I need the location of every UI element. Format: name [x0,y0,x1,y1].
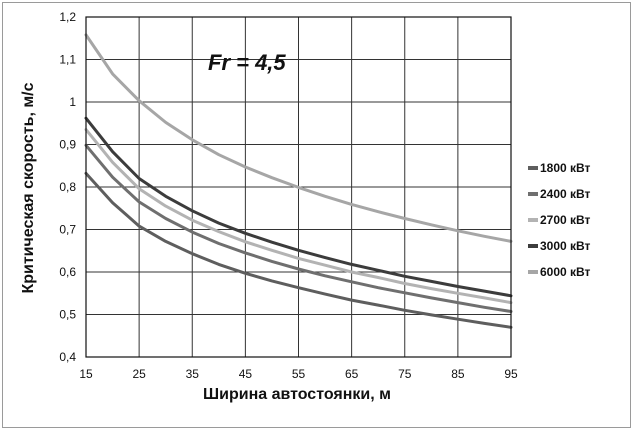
x-axis-title: Ширина автостоянки, м [203,386,391,403]
y-tick-label: 1 [69,95,76,109]
annotation-label: Fr = 4,5 [208,50,286,75]
legend-label: 2400 кВт [540,187,591,201]
y-axis-title: Критическая скорость, м/с [20,82,37,293]
legend-label: 1800 кВт [540,161,591,175]
x-tick-label: 45 [239,367,253,381]
x-tick-label: 85 [451,367,465,381]
x-tick-label: 75 [398,367,412,381]
y-tick-label: 0,6 [59,265,76,279]
y-tick-label: 0,4 [59,350,76,364]
y-tick-label: 0,9 [59,138,76,152]
chart-frame: 15 25 35 45 55 65 75 85 95 0,4 0,5 0,6 0,7 0,8 0,9 1 1,… [2,2,631,428]
series-line-6000-кВт [84,33,513,243]
series-line-2400-кВт [84,143,513,313]
y-tick-labels: 0,4 0,5 0,6 0,7 0,8 0,9 1 1,1 1,2 [59,10,76,364]
y-tick-label: 0,5 [59,308,76,322]
series-line-2700-кВт [84,128,513,305]
legend-label: 2700 кВт [540,213,591,227]
x-tick-label: 65 [345,367,359,381]
chart: 15 25 35 45 55 65 75 85 95 0,4 0,5 0,6 0,7 0,8 0,9 1 1,… [20,10,591,403]
x-tick-label: 95 [504,367,518,381]
y-tick-label: 1,1 [59,53,76,67]
series-lines [84,33,513,329]
y-tick-label: 1,2 [59,10,76,24]
x-tick-label: 25 [132,367,146,381]
x-tick-label: 35 [186,367,200,381]
series-line-3000-кВт [84,116,513,298]
x-tick-labels: 15 25 35 45 55 65 75 85 95 [79,367,518,381]
legend: 1800 кВт 2400 кВт 2700 кВт 3000 кВт 6000 кВт [528,161,591,279]
y-tick-label: 0,8 [59,180,76,194]
legend-label: 3000 кВт [540,239,591,253]
x-tick-label: 55 [292,367,306,381]
x-tick-label: 15 [79,367,93,381]
plot-area-border [85,16,512,358]
legend-label: 6000 кВт [540,265,591,279]
y-tick-label: 0,7 [59,223,76,237]
series-line-1800-кВт [84,171,513,329]
